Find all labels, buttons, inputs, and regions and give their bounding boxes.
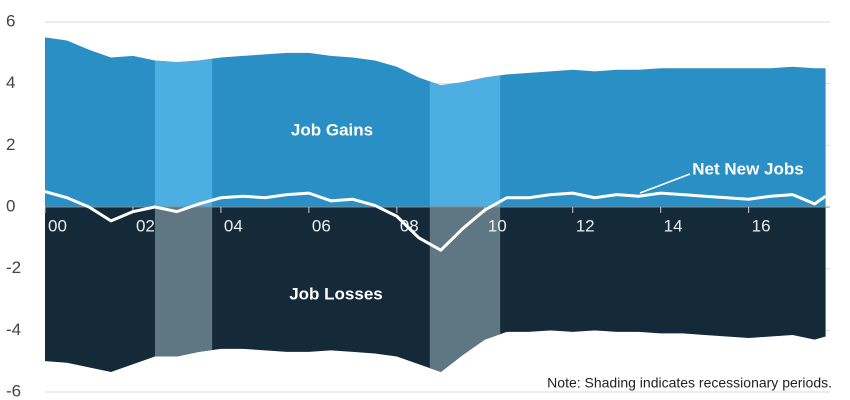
y-tick-label: 4 — [6, 73, 15, 92]
y-tick-label: -6 — [6, 381, 21, 400]
series-label: Net New Jobs — [692, 159, 803, 178]
y-tick-label: 2 — [6, 135, 15, 154]
y-tick-label: -4 — [6, 320, 21, 339]
y-tick-label: -2 — [6, 258, 21, 277]
x-tick-label: 12 — [576, 216, 595, 235]
x-tick-label: 16 — [752, 216, 771, 235]
series-label: Job Losses — [289, 284, 383, 303]
x-tick-label: 10 — [488, 216, 507, 235]
x-tick-label: 14 — [664, 216, 683, 235]
note: Note: Shading indicates recessionary per… — [547, 375, 832, 391]
series-label: Job Gains — [291, 120, 373, 139]
recession-shade — [154, 207, 213, 372]
x-tick-label: 06 — [312, 216, 331, 235]
x-tick-label: 04 — [224, 216, 243, 235]
leader-line — [639, 173, 691, 194]
y-tick-label: 6 — [6, 11, 15, 30]
recession-shade — [154, 37, 213, 207]
net-line — [44, 190, 827, 252]
x-tick-label: 02 — [136, 216, 155, 235]
y-tick-label: 0 — [6, 196, 15, 215]
x-tick-label: 00 — [48, 216, 67, 235]
x-tick-label: 08 — [400, 216, 419, 235]
